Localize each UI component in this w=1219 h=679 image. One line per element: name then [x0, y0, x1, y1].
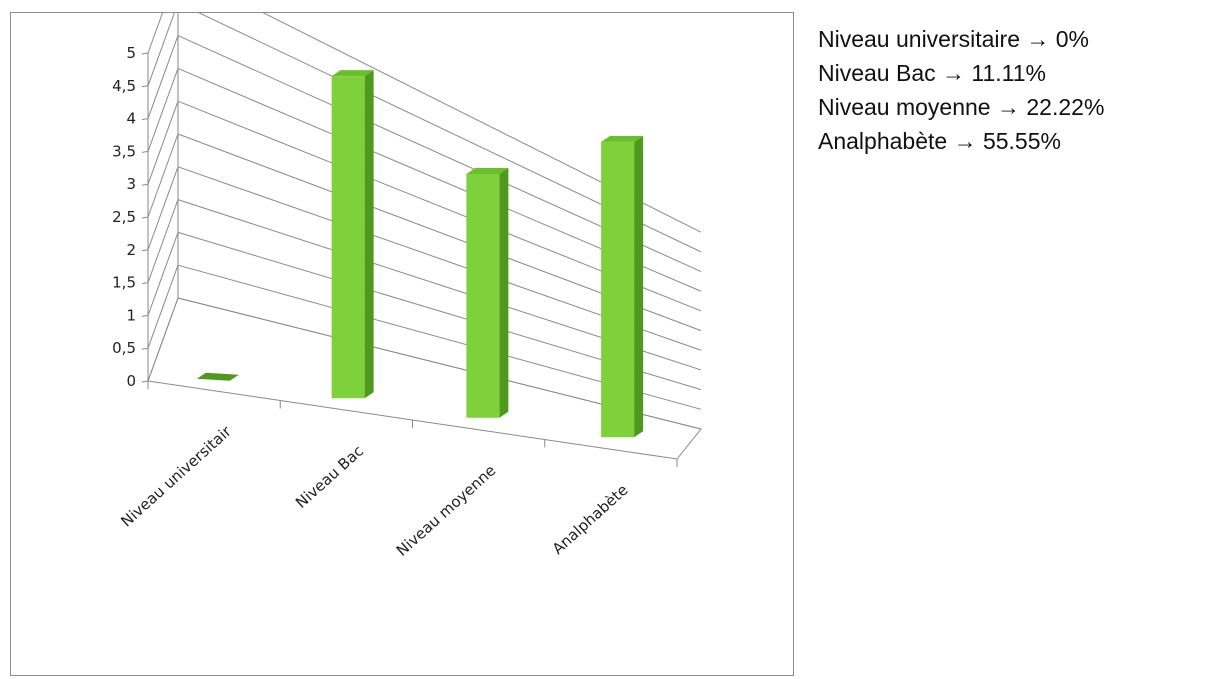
y-tick-label: 1,5 — [112, 274, 136, 292]
side-gridline — [147, 265, 179, 349]
side-gridline — [147, 13, 163, 54]
y-tick-label: 1 — [126, 306, 136, 324]
y-tick-mark — [141, 118, 149, 121]
bar-front — [466, 173, 500, 418]
chart-floor — [147, 297, 702, 460]
y-tick-mark — [141, 52, 149, 55]
y-tick-mark — [141, 85, 149, 88]
bar — [196, 372, 239, 381]
bar-side — [364, 70, 374, 399]
side-gridline — [147, 35, 179, 119]
y-tick-mark — [141, 380, 149, 383]
y-tick-label: 2,5 — [112, 208, 136, 226]
y-tick-mark — [141, 183, 149, 186]
note-analphabete: Analphabète → 55.55% — [818, 128, 1061, 154]
y-tick-label: 4,5 — [112, 77, 136, 95]
y-tick-label: 3,5 — [112, 142, 136, 160]
bar-top — [601, 135, 644, 142]
y-tick-mark — [141, 347, 149, 350]
bar — [331, 70, 374, 399]
y-tick-label: 4 — [126, 110, 136, 128]
side-gridline — [147, 166, 179, 250]
bar-top — [331, 70, 374, 77]
bar-side — [634, 135, 644, 438]
y-tick-mark — [141, 249, 149, 252]
y-tick-label: 2 — [126, 241, 136, 259]
side-gridline — [147, 199, 179, 283]
y-tick-label: 0,5 — [112, 339, 136, 357]
side-gridline — [147, 133, 179, 218]
bar-front — [331, 76, 365, 399]
bar — [466, 167, 509, 418]
bar-top — [466, 167, 509, 174]
chart-plot: 0 0,5 1 1,5 2 2,5 3 3,5 4 4,5 5 Niveau universitair… — [112, 13, 702, 560]
notes-panel: Niveau universitaire → 0% Niveau Bac → 1… — [818, 22, 1213, 158]
x-category-label: Niveau Bac — [292, 442, 367, 512]
note-moyenne: Niveau moyenne → 22.22% — [818, 94, 1105, 120]
y-tick-mark — [141, 314, 149, 317]
bar-front — [601, 141, 635, 438]
side-gridline — [147, 13, 175, 86]
x-category-label: Niveau moyenne — [393, 461, 500, 559]
bar-top — [196, 372, 239, 381]
y-tick-mark — [141, 282, 149, 285]
x-category-label: Analphabète — [549, 481, 632, 558]
y-tick-mark — [141, 216, 149, 219]
y-tick-label: 3 — [126, 175, 136, 193]
side-gridline — [147, 232, 179, 316]
side-gridline — [147, 101, 179, 185]
side-gridline — [147, 68, 179, 152]
y-tick-mark — [141, 150, 149, 153]
x-category-label: Niveau universitair — [117, 422, 235, 531]
note-university: Niveau universitaire → 0% — [818, 26, 1090, 52]
note-bac: Niveau Bac → 11.11% — [818, 60, 1046, 86]
y-tick-label: 0 — [126, 372, 136, 390]
bar-side — [499, 167, 509, 418]
y-tick-label: 5 — [126, 44, 136, 62]
chart-frame: 0 0,5 1 1,5 2 2,5 3 3,5 4 4,5 5 Niveau universitair… — [10, 12, 794, 676]
bar — [601, 135, 644, 438]
